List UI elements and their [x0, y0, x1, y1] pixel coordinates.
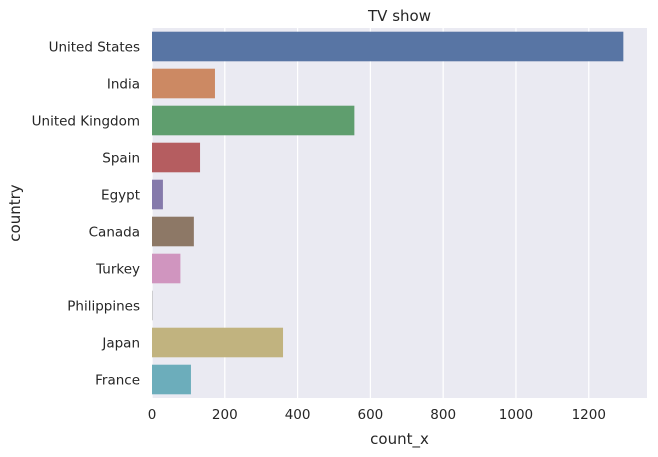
- x-tick-label: 200: [212, 407, 238, 423]
- y-axis-label: country: [6, 184, 24, 241]
- x-tick-label: 1200: [572, 407, 606, 423]
- bar-spain: [152, 142, 201, 173]
- x-tick-label: 400: [285, 407, 311, 423]
- y-tick-label: United Kingdom: [32, 114, 140, 130]
- bars: [152, 31, 624, 395]
- y-tick-label: India: [107, 77, 140, 93]
- bar-india: [152, 68, 215, 99]
- x-tick-label: 600: [357, 407, 383, 423]
- y-tick-label: Spain: [102, 151, 140, 167]
- bar-turkey: [152, 253, 181, 284]
- x-axis-label: count_x: [370, 430, 429, 449]
- y-tick-label: Philippines: [67, 299, 140, 315]
- bar-japan: [152, 327, 284, 358]
- y-tick-label: Turkey: [95, 262, 140, 278]
- y-tick-label: United States: [49, 40, 140, 56]
- x-tick-label: 1000: [499, 407, 533, 423]
- y-tick-label: Canada: [89, 225, 140, 241]
- bar-canada: [152, 216, 194, 247]
- bar-egypt: [152, 179, 163, 210]
- y-tick-labels: United States India United Kingdom Spain Egy…: [32, 40, 140, 389]
- bar-united-states: [152, 31, 624, 62]
- x-tick-label: 800: [430, 407, 456, 423]
- y-tick-label: France: [95, 373, 140, 389]
- chart-title: TV show: [367, 7, 431, 25]
- bar-france: [152, 364, 191, 395]
- y-tick-label: Japan: [101, 336, 140, 352]
- bar-united-kingdom: [152, 105, 355, 136]
- x-tick-labels: 0 200 400 600 800 1000 1200: [148, 407, 606, 423]
- x-tick-label: 0: [148, 407, 157, 423]
- y-tick-label: Egypt: [101, 188, 140, 204]
